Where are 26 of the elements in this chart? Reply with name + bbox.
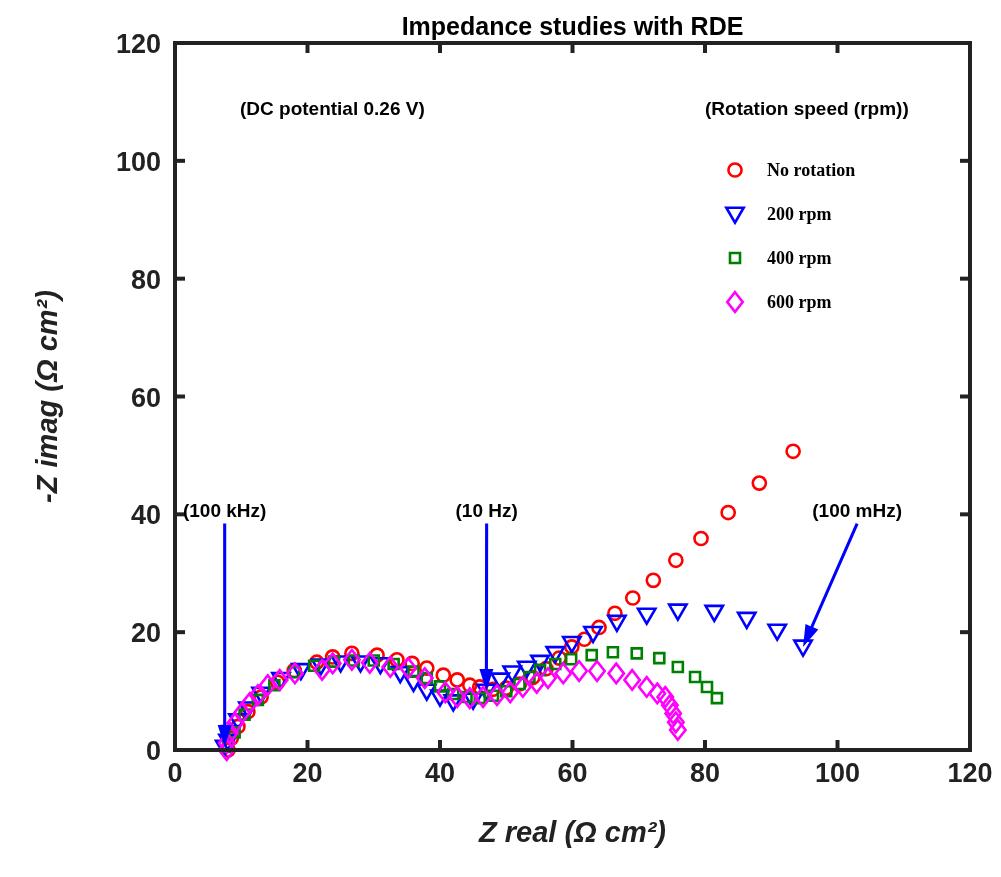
- x-tick-label: 0: [167, 758, 183, 788]
- annotation: (100 mHz): [812, 499, 902, 521]
- y-tick-label: 120: [115, 29, 161, 59]
- y-tick-label: 100: [115, 146, 161, 177]
- annotation: (100 kHz): [182, 499, 267, 521]
- annotation: (DC potential 0.26 V): [240, 98, 425, 119]
- y-tick-label: 20: [130, 618, 161, 649]
- x-axis-title: Z real (Ω cm²): [477, 816, 667, 848]
- x-tick-label: 60: [557, 758, 588, 788]
- x-tick-label: 100: [814, 758, 861, 788]
- legend-label: 600 rpm: [767, 292, 832, 312]
- x-tick-label: 40: [424, 758, 456, 788]
- legend-label: No rotation: [767, 160, 856, 180]
- y-tick-label: 40: [130, 500, 161, 531]
- x-tick-label: 120: [947, 758, 993, 788]
- legend-title: (Rotation speed (rpm)): [705, 98, 909, 119]
- y-tick-label: 80: [130, 264, 161, 295]
- legend-label: 200 rpm: [767, 204, 832, 224]
- y-tick-label: 60: [130, 382, 161, 413]
- annotation: (10 Hz): [455, 499, 518, 521]
- y-axis-title: -Z imag (Ω cm²): [31, 290, 63, 503]
- x-tick-label: 20: [292, 758, 323, 788]
- legend-label: 400 rpm: [767, 248, 832, 268]
- chart-title: Impedance studies with RDE: [401, 12, 744, 40]
- y-tick-label: 0: [145, 736, 161, 766]
- x-tick-label: 80: [689, 758, 721, 788]
